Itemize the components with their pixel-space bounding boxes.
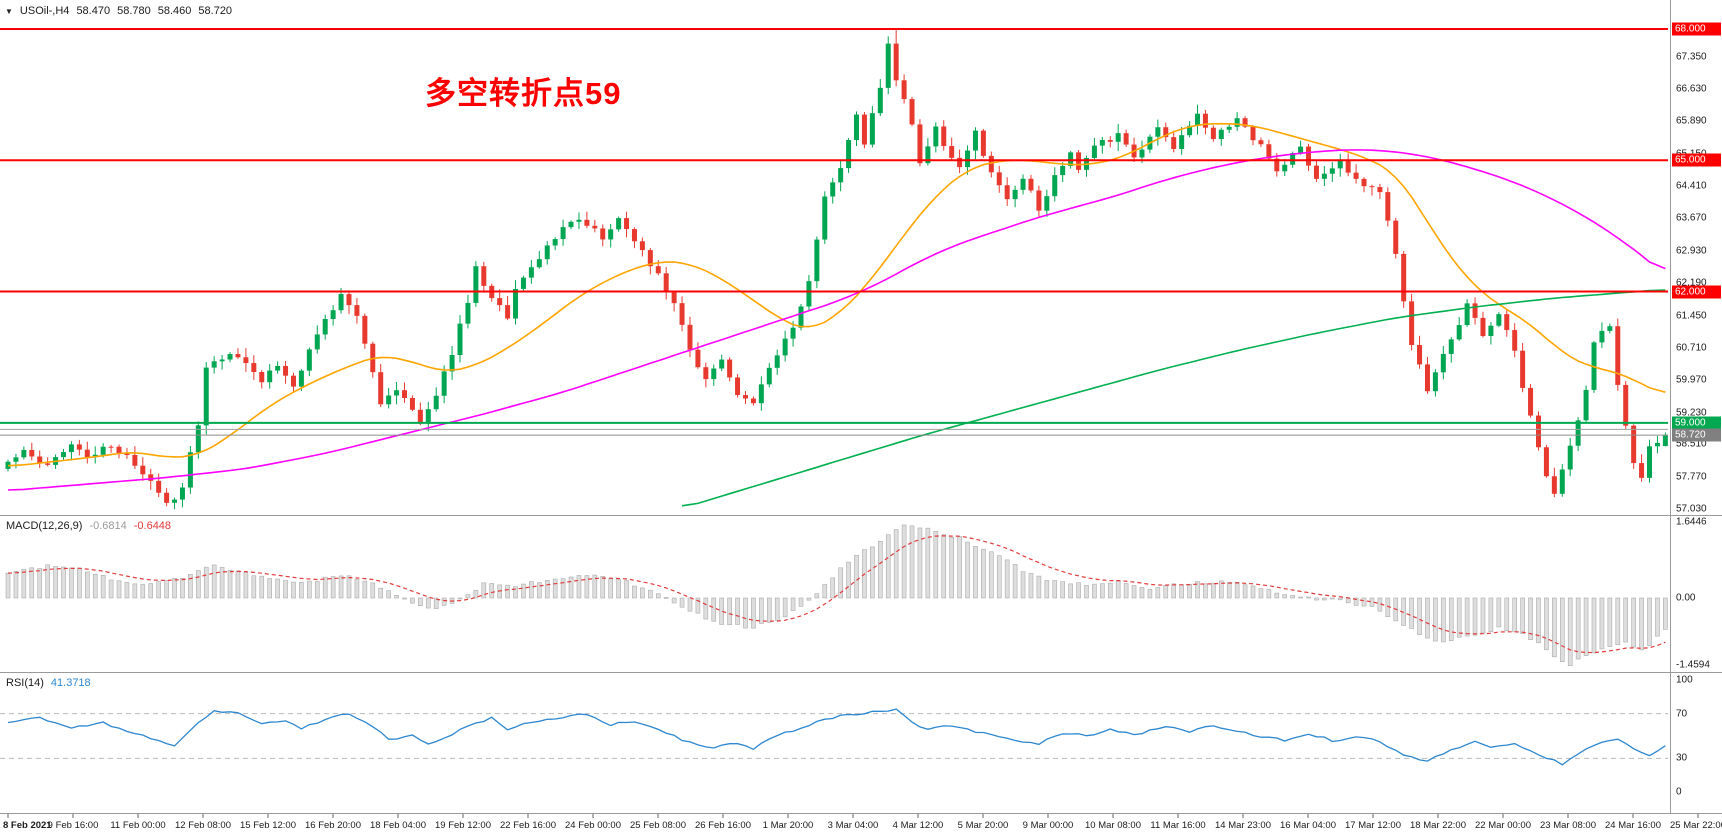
quote-open: 58.470 bbox=[76, 5, 111, 17]
rsi-axis-tick: 30 bbox=[1676, 752, 1688, 764]
price-axis-tick: 66.630 bbox=[1676, 83, 1707, 95]
date-axis-label: 5 Mar 20:00 bbox=[957, 820, 1009, 831]
price-axis-tick: 57.030 bbox=[1676, 503, 1707, 515]
price-axis-tick: 61.450 bbox=[1676, 310, 1707, 322]
macd-axis-tick: 1.6446 bbox=[1676, 516, 1707, 528]
macd-signal-value: -0.6448 bbox=[133, 520, 172, 532]
date-axis-label: 12 Feb 08:00 bbox=[175, 820, 231, 831]
price-axis-badge: 59.000 bbox=[1672, 416, 1721, 430]
chart-quote-header: ▼ USOil-,H4 58.470 58.780 58.460 58.720 bbox=[5, 5, 232, 17]
date-axis-label: 11 Feb 00:00 bbox=[110, 820, 166, 831]
date-axis-label: 3 Mar 04:00 bbox=[827, 820, 879, 831]
date-axis-label: 18 Mar 22:00 bbox=[1410, 820, 1466, 831]
chart-annotation-text: 多空转折点59 bbox=[425, 76, 622, 111]
price-axis-badge: 62.000 bbox=[1672, 285, 1721, 299]
macd-indicator-label: MACD(12,26,9) -0.6814 -0.6448 bbox=[6, 520, 171, 532]
date-axis-label: 19 Feb 12:00 bbox=[435, 820, 491, 831]
symbol-timeframe-label: USOil-,H4 bbox=[19, 5, 70, 17]
date-axis-label: 9 Mar 00:00 bbox=[1022, 820, 1074, 831]
date-axis-label: 22 Mar 00:00 bbox=[1475, 820, 1531, 831]
price-axis-tick: 59.230 bbox=[1676, 407, 1707, 419]
quote-close: 58.720 bbox=[198, 5, 233, 17]
date-axis-label: 17 Mar 12:00 bbox=[1345, 820, 1401, 831]
rsi-indicator-label: RSI(14) 41.3718 bbox=[6, 677, 91, 689]
price-axis-tick: 57.770 bbox=[1676, 471, 1707, 483]
price-axis-tick: 58.510 bbox=[1676, 438, 1707, 450]
price-axis-tick: 60.710 bbox=[1676, 342, 1707, 354]
date-axis-label: 15 Feb 12:00 bbox=[240, 820, 296, 831]
price-axis-badge: 68.000 bbox=[1672, 22, 1721, 36]
date-axis-label: 23 Mar 08:00 bbox=[1540, 820, 1596, 831]
date-axis-label: 4 Mar 12:00 bbox=[892, 820, 944, 831]
date-axis-label: 25 Feb 08:00 bbox=[630, 820, 686, 831]
macd-axis-tick: 0.00 bbox=[1676, 592, 1696, 604]
price-axis-tick: 65.890 bbox=[1676, 115, 1707, 127]
date-axis-label: 24 Feb 00:00 bbox=[565, 820, 621, 831]
price-axis-tick: 65.150 bbox=[1676, 148, 1720, 159]
price-axis-tick: 62.190 bbox=[1676, 277, 1707, 289]
price-axis-badge: 65.000 bbox=[1672, 153, 1721, 167]
quote-low: 58.460 bbox=[157, 5, 192, 17]
macd-main-value: -0.6814 bbox=[89, 520, 127, 532]
price-axis-tick: 63.670 bbox=[1676, 212, 1707, 224]
quote-high: 58.780 bbox=[117, 5, 151, 17]
date-axis-label: 11 Mar 16:00 bbox=[1150, 820, 1206, 831]
date-axis-label: 24 Mar 16:00 bbox=[1605, 820, 1661, 831]
rsi-axis-tick: 100 bbox=[1676, 674, 1693, 686]
date-axis-label: 22 Feb 16:00 bbox=[500, 820, 556, 831]
date-axis-label: 1 Mar 20:00 bbox=[762, 820, 814, 831]
price-axis-tick: 59.970 bbox=[1676, 374, 1707, 386]
date-axis-label: 26 Feb 16:00 bbox=[695, 820, 751, 831]
date-axis-label: 9 Feb 16:00 bbox=[47, 820, 99, 831]
price-axis-badge: 58.720 bbox=[1672, 428, 1721, 442]
rsi-axis-tick: 70 bbox=[1676, 708, 1688, 720]
date-axis-label: 18 Feb 04:00 bbox=[370, 820, 426, 831]
rsi-name: RSI(14) bbox=[6, 677, 44, 689]
date-axis-label: 8 Feb 2021 bbox=[3, 820, 52, 831]
date-axis-label: 16 Feb 20:00 bbox=[305, 820, 361, 831]
date-axis-label: 10 Mar 08:00 bbox=[1085, 820, 1141, 831]
macd-name: MACD(12,26,9) bbox=[6, 520, 83, 532]
price-axis-tick: 62.930 bbox=[1676, 245, 1707, 257]
rsi-axis-tick: 0 bbox=[1676, 786, 1682, 798]
macd-axis-tick: -1.4594 bbox=[1676, 659, 1710, 671]
rsi-value: 41.3718 bbox=[50, 677, 91, 689]
symbol-dropdown-icon[interactable]: ▼ bbox=[5, 6, 13, 16]
date-axis-label: 16 Mar 04:00 bbox=[1280, 820, 1336, 831]
date-axis-label: 14 Mar 23:00 bbox=[1215, 820, 1271, 831]
price-axis-tick: 64.410 bbox=[1676, 180, 1707, 192]
price-axis-tick: 67.350 bbox=[1676, 51, 1707, 63]
date-axis-label: 25 Mar 22:00 bbox=[1670, 820, 1722, 831]
